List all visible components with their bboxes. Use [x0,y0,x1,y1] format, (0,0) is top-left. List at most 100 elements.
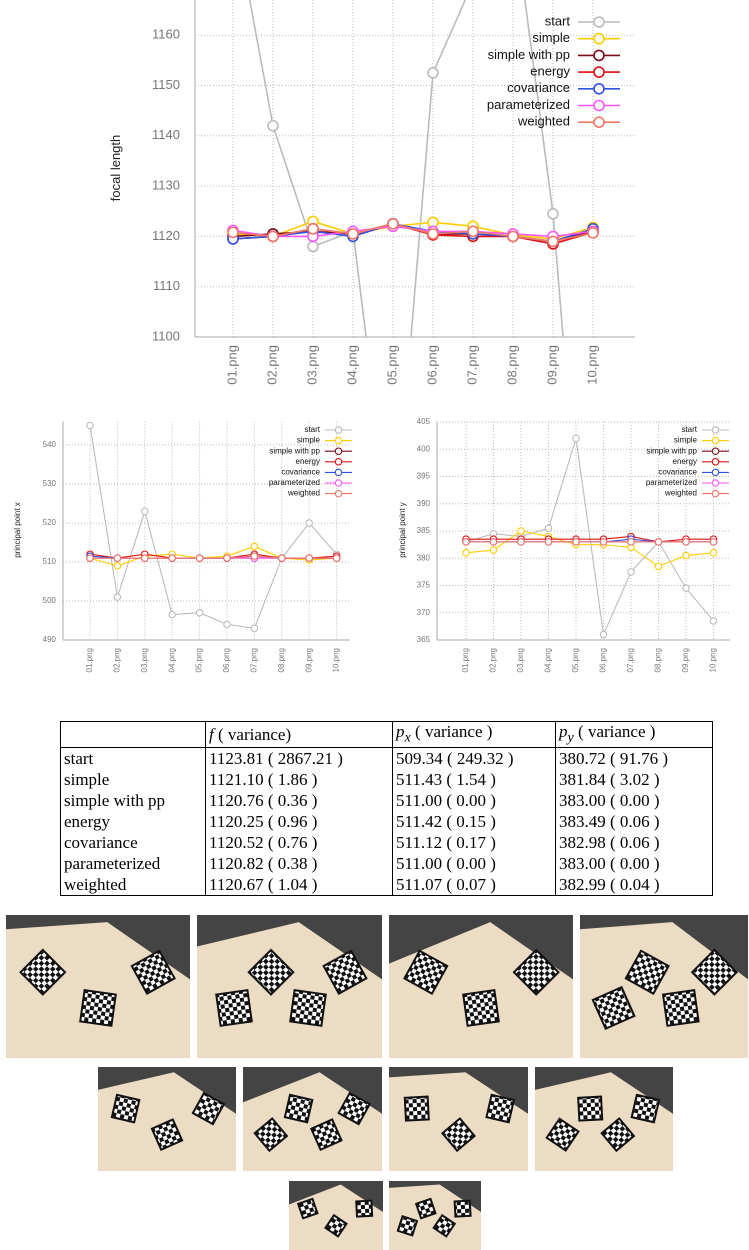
x-tick-label: 06.png [222,648,231,672]
table-cell: weighted [61,874,206,896]
rendering [6,915,190,1058]
point [308,241,318,251]
table-cell: start [61,748,206,770]
legend-marker [594,101,604,111]
x-tick-label: 02.png [113,648,122,672]
table-row: simple with pp1120.76 ( 0.36 )511.00 ( 0… [61,790,713,811]
cube [311,1119,341,1149]
legend-marker [712,469,718,475]
y-tick-label: 490 [43,635,57,644]
x-tick-label: 01.png [461,648,470,672]
point [463,539,469,545]
cube [626,951,669,994]
table-cell: 382.99 ( 0.04 ) [556,874,713,896]
rendering [389,1067,528,1171]
table-cell: 511.12 ( 0.17 ) [393,832,556,853]
legend-label: parameterized [646,478,697,487]
x-tick-label: 10.png [332,648,341,672]
y-tick-label: 405 [417,417,431,426]
legend-label: weighted [517,114,570,129]
rendering [197,915,382,1058]
point [588,228,598,238]
background [389,1181,481,1250]
point [428,68,438,78]
point [268,121,278,131]
point [114,594,120,600]
point [573,435,579,441]
table-cell: 380.72 ( 91.76 ) [556,748,713,770]
x-tick-label: 03.png [304,345,319,385]
series-line [233,224,593,242]
background [243,1067,382,1171]
background [580,915,748,1058]
legend-marker [712,459,718,465]
rendering [289,1181,383,1250]
cube [285,1095,312,1122]
point [518,528,524,534]
floor [535,1072,673,1171]
floor [389,1072,528,1171]
table-cell: 1120.52 ( 0.76 ) [206,832,393,853]
point [251,543,257,549]
point [710,550,716,556]
point [588,699,598,705]
point [224,555,230,561]
x-tick-label: 08.png [504,345,519,385]
legend-marker [712,437,718,443]
x-tick-label: 06.png [599,648,608,672]
table-cell: 381.84 ( 3.02 ) [556,769,713,790]
y-tick-label: 1140 [152,127,180,142]
y-axis-label: focal length [108,135,123,202]
y-tick-label: 1120 [152,228,180,243]
cube [547,1119,579,1151]
point [490,539,496,545]
point [114,555,120,561]
legend-label: energy [296,457,320,466]
x-tick-label: 05.png [571,648,580,672]
point [655,563,661,569]
point [142,555,148,561]
y-tick-label: 530 [43,479,57,488]
legend-marker [712,427,718,433]
background [389,1067,528,1171]
y-tick-label: 1110 [153,278,180,293]
cube [578,1097,602,1121]
background [289,1181,383,1250]
legend-label: simple [532,30,570,45]
cube [356,1201,372,1217]
table-cell: 1120.67 ( 1.04 ) [206,874,393,896]
y-tick-label: 520 [43,518,57,527]
x-tick-label: 05.png [384,345,399,385]
legend-label: energy [530,64,570,79]
cube [514,950,558,994]
point [710,618,716,624]
table-cell: 1123.81 ( 2867.21 ) [206,748,393,770]
floor [289,1184,383,1250]
cube [692,950,736,994]
point [573,539,579,545]
x-tick-label: 01.png [224,345,239,385]
subscript: y [568,729,574,745]
table-cell: 383.00 ( 0.00 ) [556,853,713,874]
point [600,539,606,545]
point [548,209,558,219]
y-tick-label: 1130 [152,178,180,193]
point [545,525,551,531]
x-tick-label: 07.png [250,648,259,672]
point [333,555,339,561]
cube [602,1118,634,1150]
cube [486,1095,513,1122]
point [308,224,318,234]
y-tick-label: 1150 [152,77,180,92]
cube [80,990,116,1026]
legend-marker [335,448,341,454]
series-line [90,546,337,566]
point [628,539,634,545]
table-cell: 511.00 ( 0.00 ) [393,790,556,811]
background [389,915,573,1058]
y-tick-label: 365 [417,635,431,644]
legend-marker [594,17,604,27]
cube [216,990,252,1026]
